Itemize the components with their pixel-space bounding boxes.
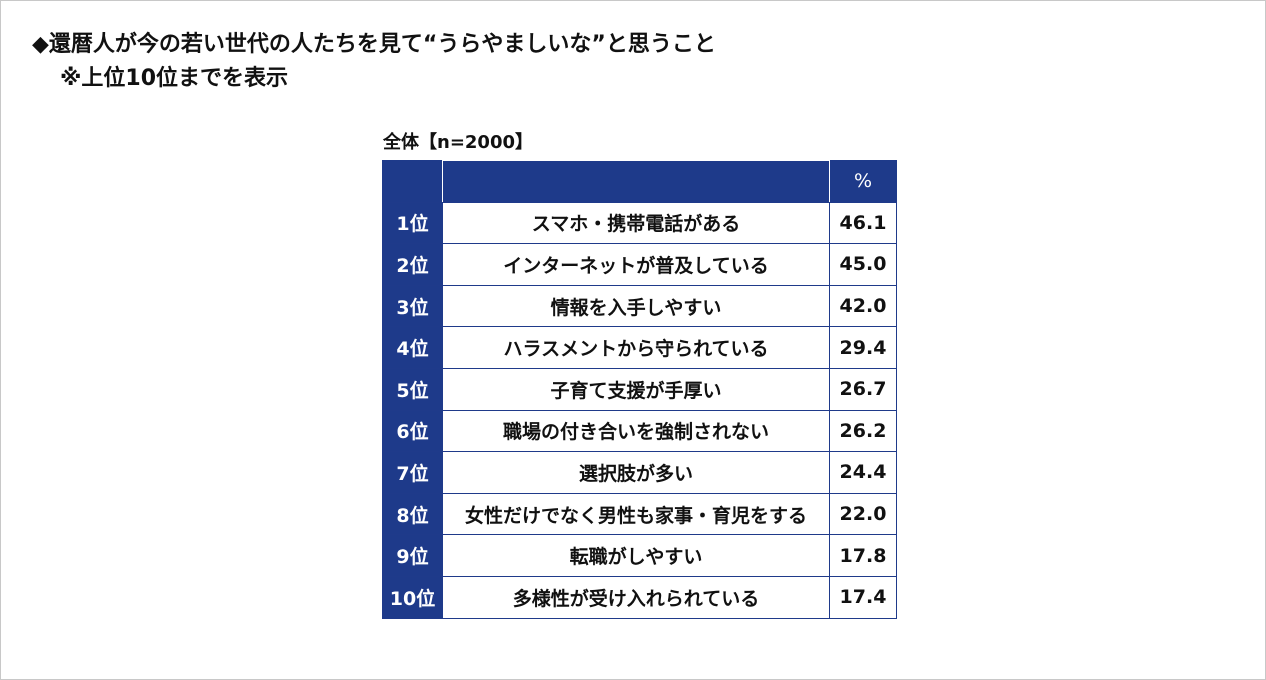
item-label-cell: ハラスメントから守られている — [442, 326, 830, 369]
percent-value-cell: 26.7 — [829, 367, 897, 411]
percent-value-cell: 45.0 — [829, 243, 897, 286]
table-row: 4位 ハラスメントから守られている 29.4 — [382, 326, 897, 369]
rank-cell: 1位 — [382, 201, 443, 245]
rank-cell: 10位 — [382, 575, 443, 619]
table-row: 6位 職場の付き合いを強制されない 26.2 — [382, 409, 897, 453]
page-title: ◆還暦人が今の若い世代の人たちを見て“うらやましいな”と思うこと — [32, 32, 716, 57]
item-label-cell: 選択肢が多い — [442, 451, 830, 494]
rank-cell: 8位 — [382, 492, 443, 536]
percent-value-cell: 46.1 — [829, 201, 897, 245]
table-row: 9位 転職がしやすい 17.8 — [382, 534, 897, 577]
table-row: 1位 スマホ・携帯電話がある 46.1 — [382, 201, 897, 245]
table-caption: 全体【n=2000】 — [383, 132, 533, 153]
rank-cell: 6位 — [382, 409, 443, 453]
rank-cell: 4位 — [382, 326, 443, 369]
percent-value-cell: 22.0 — [829, 492, 897, 536]
header-label-cell — [442, 160, 830, 203]
header-rank-cell — [382, 160, 443, 203]
table-row: 3位 情報を入手しやすい 42.0 — [382, 284, 897, 328]
rank-cell: 2位 — [382, 243, 443, 286]
item-label-cell: 子育て支援が手厚い — [442, 367, 830, 411]
rank-cell: 7位 — [382, 451, 443, 494]
percent-value-cell: 29.4 — [829, 326, 897, 369]
table-body: 1位 スマホ・携帯電話がある 46.1 2位 インターネットが普及している 45.0 3位情… — [382, 201, 897, 619]
header-unit-cell: % — [829, 160, 897, 203]
item-label-cell: 多様性が受け入れられている — [442, 575, 830, 619]
percent-value-cell: 24.4 — [829, 451, 897, 494]
table-row: 8位 女性だけでなく男性も家事・育児をする 22.0 — [382, 492, 897, 536]
rank-cell: 5位 — [382, 367, 443, 411]
page-note: ※上位10位までを表示 — [60, 66, 289, 91]
percent-value-cell: 17.4 — [829, 575, 897, 619]
item-label-cell: スマホ・携帯電話がある — [442, 201, 830, 245]
table-row: 7位 選択肢が多い 24.4 — [382, 451, 897, 494]
table-header-row: % — [382, 160, 897, 203]
table-row: 10位 多様性が受け入れられている 17.4 — [382, 575, 897, 619]
rank-cell: 9位 — [382, 534, 443, 577]
item-label-cell: インターネットが普及している — [442, 243, 830, 286]
table-row: 2位 インターネットが普及している 45.0 — [382, 243, 897, 286]
item-label-cell: 転職がしやすい — [442, 534, 830, 577]
rank-cell: 3位 — [382, 284, 443, 328]
item-label-cell: 情報を入手しやすい — [442, 284, 830, 328]
percent-value-cell: 42.0 — [829, 284, 897, 328]
item-label-cell: 女性だけでなく男性も家事・育児をする — [442, 492, 830, 536]
table-row: 5位 子育て支援が手厚い 26.7 — [382, 367, 897, 411]
percent-value-cell: 26.2 — [829, 409, 897, 453]
percent-value-cell: 17.8 — [829, 534, 897, 577]
ranking-table: % 1位 スマホ・携帯電話がある 46.1 2位 インターネットが普及している 45.0 3… — [382, 160, 897, 619]
item-label-cell: 職場の付き合いを強制されない — [442, 409, 830, 453]
page-heading: ◆還暦人が今の若い世代の人たちを見て“うらやましいな”と思うこと ※上位10位ま… — [32, 28, 716, 96]
